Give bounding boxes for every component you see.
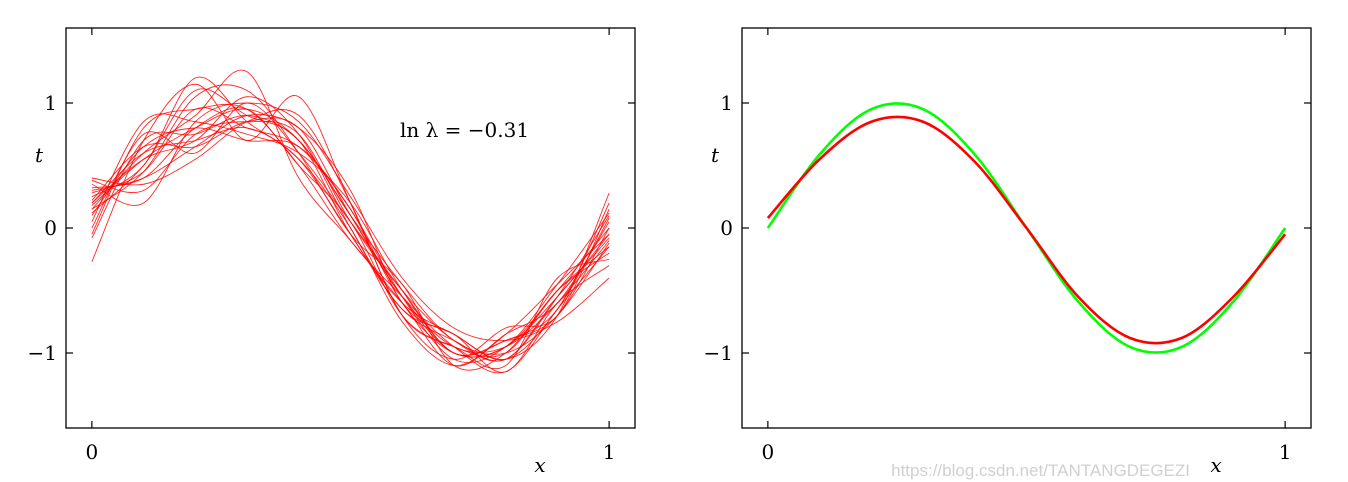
series-line-20: [91, 117, 610, 358]
x-tick-label: 1: [603, 440, 616, 464]
x-tick-label: 0: [761, 440, 774, 464]
x-axis-label: x: [1210, 453, 1221, 477]
series-line-1: [91, 108, 610, 354]
y-tick-label: 0: [44, 216, 57, 240]
y-axis-label: t: [35, 143, 44, 167]
series-line-13: [91, 69, 610, 367]
x-tick-label: 1: [1279, 440, 1292, 464]
series-line-3: [91, 83, 610, 360]
series-line-2: [766, 115, 1287, 345]
series-line-16: [91, 96, 610, 373]
x-tick-label: 0: [85, 440, 98, 464]
y-tick-label: 0: [720, 216, 733, 240]
series-line-15: [91, 107, 610, 364]
y-tick-label: 1: [44, 91, 57, 115]
x-axis-label: x: [534, 453, 545, 477]
series-line-9: [91, 127, 610, 358]
annotation-label: ln λ = −0.31: [400, 118, 529, 142]
chart-panel-1: −1 0 1 0 1 t x ln λ = −0.31: [28, 27, 636, 477]
series-group: [91, 69, 610, 374]
watermark: https://blog.csdn.net/TANTANGDEGEZI: [891, 461, 1190, 480]
series-line-18: [91, 107, 610, 358]
y-tick-label: 1: [720, 91, 733, 115]
y-tick-label: −1: [704, 341, 733, 365]
series-group: [766, 102, 1287, 354]
series-line-11: [91, 102, 610, 357]
series-line-19: [91, 88, 610, 361]
chart-panel-2: −1 0 1 0 1 t x: [704, 27, 1312, 477]
y-axis-label: t: [711, 143, 720, 167]
y-tick-label: −1: [28, 341, 57, 365]
series-line-12: [91, 109, 610, 370]
